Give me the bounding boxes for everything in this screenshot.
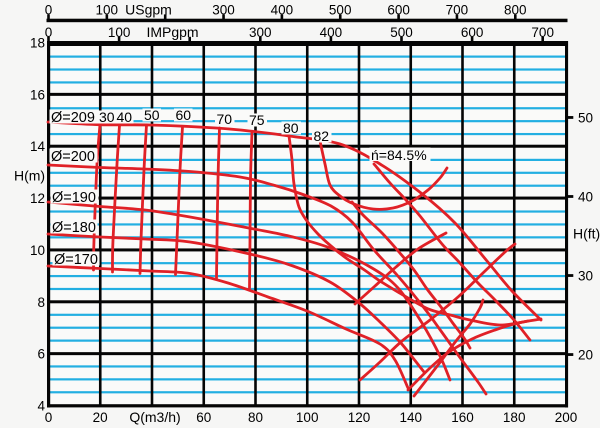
svg-text:Ø=170: Ø=170 xyxy=(54,252,98,268)
svg-text:100: 100 xyxy=(296,410,319,425)
svg-text:4: 4 xyxy=(37,399,45,414)
svg-text:180: 180 xyxy=(503,410,526,425)
svg-text:0: 0 xyxy=(45,25,53,40)
svg-text:600: 600 xyxy=(387,2,410,17)
svg-text:20: 20 xyxy=(578,348,593,363)
svg-text:30: 30 xyxy=(578,269,593,284)
svg-text:120: 120 xyxy=(348,410,371,425)
svg-text:IMPgpm: IMPgpm xyxy=(146,24,198,40)
svg-text:500: 500 xyxy=(329,2,352,17)
svg-text:Ø=209: Ø=209 xyxy=(51,110,95,126)
svg-text:ń=84.5%: ń=84.5% xyxy=(371,147,427,163)
svg-text:800: 800 xyxy=(504,2,527,17)
svg-text:40: 40 xyxy=(117,109,133,125)
svg-text:50: 50 xyxy=(144,107,160,123)
svg-text:80: 80 xyxy=(248,410,263,425)
svg-text:20: 20 xyxy=(93,410,108,425)
svg-text:14: 14 xyxy=(30,139,46,154)
svg-text:700: 700 xyxy=(446,2,469,17)
svg-text:400: 400 xyxy=(271,2,294,17)
svg-text:140: 140 xyxy=(400,410,423,425)
svg-text:100: 100 xyxy=(96,2,119,17)
svg-text:75: 75 xyxy=(249,112,265,128)
svg-text:0: 0 xyxy=(45,2,53,17)
svg-text:160: 160 xyxy=(451,410,474,425)
svg-text:18: 18 xyxy=(30,36,45,51)
svg-text:300: 300 xyxy=(249,25,272,40)
svg-text:300: 300 xyxy=(212,2,235,17)
svg-text:82: 82 xyxy=(314,128,330,144)
svg-text:100: 100 xyxy=(108,25,131,40)
svg-text:16: 16 xyxy=(30,87,45,102)
svg-text:60: 60 xyxy=(176,107,192,123)
svg-text:400: 400 xyxy=(320,25,343,40)
svg-text:50: 50 xyxy=(578,111,593,126)
svg-text:H(m): H(m) xyxy=(14,168,45,184)
svg-text:Ø=180: Ø=180 xyxy=(52,220,96,236)
svg-text:70: 70 xyxy=(217,111,233,127)
svg-text:Ø=200: Ø=200 xyxy=(51,149,95,165)
svg-text:12: 12 xyxy=(30,191,45,206)
svg-text:0: 0 xyxy=(45,410,53,425)
svg-text:USgpm: USgpm xyxy=(125,1,172,17)
svg-text:6: 6 xyxy=(37,347,45,362)
svg-text:40: 40 xyxy=(578,190,593,205)
svg-text:Ø=190: Ø=190 xyxy=(52,190,96,206)
svg-text:Q(m3/h): Q(m3/h) xyxy=(129,409,180,425)
svg-text:700: 700 xyxy=(531,25,554,40)
svg-text:8: 8 xyxy=(37,295,45,310)
svg-text:500: 500 xyxy=(390,25,413,40)
svg-text:60: 60 xyxy=(196,410,211,425)
svg-text:10: 10 xyxy=(30,243,45,258)
svg-text:H(ft): H(ft) xyxy=(573,226,600,242)
svg-text:200: 200 xyxy=(555,410,578,425)
svg-text:30: 30 xyxy=(99,109,115,125)
svg-text:600: 600 xyxy=(461,25,484,40)
svg-text:80: 80 xyxy=(283,120,299,136)
